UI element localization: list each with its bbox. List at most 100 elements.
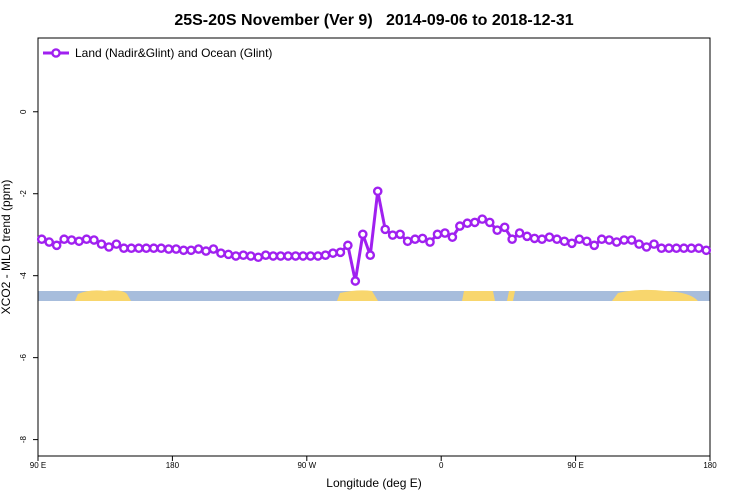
- data-point: [604, 235, 615, 245]
- data-point: [589, 240, 600, 251]
- data-point: [410, 234, 420, 245]
- x-tick-label: 90 E: [567, 461, 583, 470]
- data-point: [380, 224, 391, 235]
- land-band: [507, 291, 515, 301]
- data-point: [290, 251, 301, 261]
- data-point: [141, 243, 152, 254]
- data-point: [104, 242, 114, 252]
- data-point: [552, 234, 562, 245]
- data-point: [537, 234, 547, 245]
- data-point: [357, 229, 368, 240]
- data-point: [559, 236, 570, 247]
- data-point: [492, 225, 503, 235]
- data-point: [298, 251, 308, 261]
- data-point: [365, 250, 376, 260]
- data-point: [238, 250, 249, 260]
- data-point: [619, 235, 629, 245]
- chart-title: 25S-20S November (Ver 9) 2014-09-06 to 2…: [174, 12, 573, 29]
- data-point: [216, 248, 226, 258]
- data-point: [656, 243, 667, 254]
- data-point: [275, 251, 286, 261]
- data-point: [529, 233, 540, 244]
- data-point: [66, 235, 77, 245]
- data-point: [522, 231, 532, 242]
- data-point: [156, 243, 166, 254]
- data-point: [514, 228, 525, 238]
- data-point: [126, 243, 137, 254]
- data-point: [484, 217, 495, 228]
- data-point: [679, 243, 689, 254]
- data-point: [701, 245, 712, 256]
- data-point: [626, 235, 637, 245]
- data-point: [283, 251, 293, 261]
- data-point: [231, 251, 241, 261]
- data-point: [395, 229, 405, 240]
- data-point: [499, 222, 510, 233]
- data-point: [201, 246, 211, 256]
- data-point: [477, 214, 488, 224]
- data-point: [350, 276, 361, 286]
- data-point: [260, 250, 271, 260]
- data-point: [440, 228, 450, 238]
- data-point: [268, 251, 279, 261]
- data-point: [171, 244, 181, 254]
- y-tick-label: -2: [19, 190, 28, 198]
- data-point: [582, 236, 592, 247]
- data-point: [664, 243, 674, 254]
- data-point: [186, 245, 196, 256]
- data-point: [89, 235, 99, 245]
- data-point: [372, 186, 383, 197]
- data-point: [634, 239, 644, 249]
- data-point: [686, 243, 697, 254]
- data-point: [455, 221, 465, 231]
- data-point: [671, 243, 682, 254]
- x-tick-label: 0: [439, 461, 444, 470]
- y-tick-label: 0: [19, 109, 28, 114]
- data-point: [387, 230, 398, 240]
- data-point: [432, 229, 443, 240]
- data-point: [649, 239, 659, 249]
- data-point: [343, 240, 353, 251]
- x-tick-label: 90 E: [30, 461, 46, 470]
- data-point: [44, 237, 55, 247]
- data-point: [253, 252, 264, 263]
- plot-frame: [37, 37, 711, 457]
- data-point: [51, 240, 62, 251]
- data-point: [36, 234, 47, 245]
- land-band: [337, 290, 378, 301]
- data-point: [567, 238, 577, 249]
- data-point: [313, 251, 323, 261]
- data-point: [245, 251, 256, 261]
- x-axis-label: Longitude (deg E): [326, 476, 421, 490]
- data-point: [544, 232, 555, 242]
- x-tick-label: 90 W: [297, 461, 316, 470]
- x-tick-label: 180: [703, 461, 717, 470]
- data-point: [133, 243, 144, 254]
- data-point: [320, 250, 331, 260]
- data-point: [81, 234, 92, 245]
- data-point: [163, 244, 174, 254]
- data-point: [74, 236, 84, 247]
- y-tick-label: -8: [19, 436, 28, 444]
- data-point: [193, 244, 204, 254]
- x-tick-label: 180: [166, 461, 180, 470]
- data-point: [447, 232, 458, 242]
- y-tick-label: -4: [19, 272, 28, 280]
- data-point: [305, 251, 316, 261]
- legend-marker: [51, 48, 61, 58]
- data-point: [328, 248, 338, 258]
- data-point: [335, 247, 346, 258]
- land-band: [75, 290, 131, 301]
- y-axis-label: XCO2 - MLO trend (ppm): [0, 180, 13, 315]
- data-point: [611, 237, 622, 247]
- data-point: [596, 234, 607, 245]
- data-point: [208, 244, 219, 254]
- land-band: [462, 291, 495, 301]
- legend-label: Land (Nadir&Glint) and Ocean (Glint): [75, 46, 272, 60]
- data-point: [574, 234, 585, 245]
- data-point: [425, 237, 435, 247]
- data-point: [148, 243, 159, 254]
- data-point: [111, 239, 122, 249]
